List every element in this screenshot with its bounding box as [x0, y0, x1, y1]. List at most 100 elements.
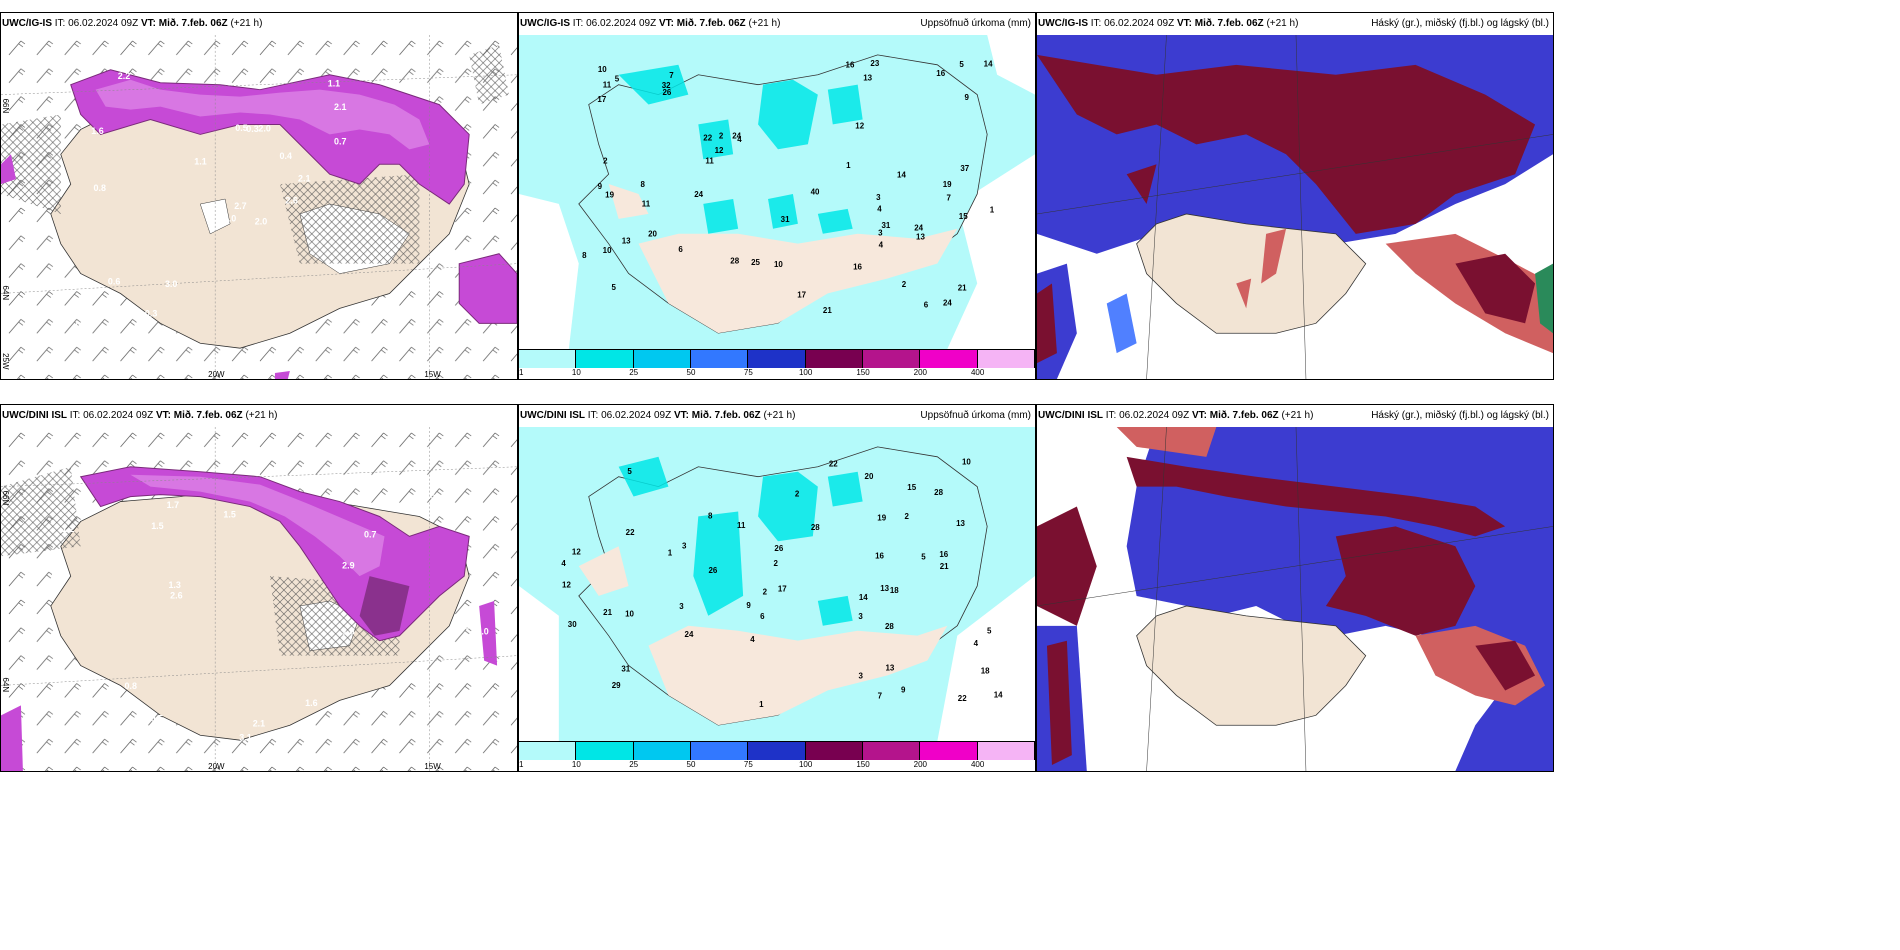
lat-label: 64N [1, 286, 10, 301]
value-label: 12 [855, 122, 864, 131]
value-label: 5 [987, 626, 992, 635]
value-label: 9 [598, 182, 603, 191]
value-label: 5 [921, 553, 926, 562]
value-label: 3 [679, 602, 684, 611]
legend-tick-label: 50 [686, 368, 696, 377]
value-label: 22 [703, 133, 712, 142]
value-label: 11 [705, 156, 714, 165]
model-name: UWC/DINI ISL [520, 410, 585, 421]
value-label: 12 [715, 146, 724, 155]
init-time: IT: 06.02.2024 09Z [54, 18, 139, 29]
legend-tick-label: 400 [970, 760, 985, 769]
value-label: 3 [682, 542, 687, 551]
legend-tick-label: 100 [798, 368, 813, 377]
value-label: 40 [811, 188, 820, 197]
value-label: 21 [823, 306, 832, 315]
value-label: 1 [846, 161, 851, 170]
valid-time: Mið. 7.feb. 06Z [1194, 18, 1264, 29]
value-label: 2.9 [342, 560, 354, 570]
legend-tick-label: 1 [519, 368, 524, 377]
value-label: 16 [936, 69, 945, 78]
snow-map: 2.0 1.6 2.7 2.3 2.1 3.0 1.1 2.0 2.1 2.6 2.2 1.7 0.8 0… [1, 35, 517, 379]
model-name: UWC/IG-IS [1038, 18, 1088, 29]
value-label: 13 [956, 519, 965, 528]
value-label: 5 [615, 74, 620, 83]
value-label: 0.5 [458, 111, 470, 121]
value-label: 24 [943, 298, 952, 307]
model-name: UWC/IG-IS [520, 18, 570, 29]
legend-swatch [862, 742, 921, 760]
value-label: 2.6 [170, 591, 182, 601]
legend-tick-label: 200 [913, 760, 928, 769]
valid-time-prefix: VT: [1191, 410, 1207, 421]
value-label: 1.5 [151, 521, 163, 531]
value-label: 14 [897, 171, 906, 180]
value-label: 1.1 [194, 156, 206, 166]
panel-header: UWC/IG-IS IT: 06.02.2024 09Z VT: Mið. 7.… [1, 13, 517, 35]
value-label: 0.6 [52, 569, 64, 579]
precip-legend: 1 10 25 50 75 100 150 200 400 [519, 349, 1035, 379]
valid-time-prefix: VT: [658, 18, 674, 29]
valid-time-prefix: VT: [673, 410, 689, 421]
product-title: Háský (gr.), miðský (fj.bl.) og lágský (… [1371, 18, 1549, 29]
legend-swatch [519, 742, 577, 760]
value-label: 4 [877, 204, 882, 213]
panel-ig-is-precip: UWC/IG-IS IT: 06.02.2024 09Z VT: Mið. 7.… [518, 12, 1036, 380]
value-label: 1.2 [62, 524, 74, 534]
value-label: 9 [746, 601, 751, 610]
lon-label: 15W [424, 370, 441, 379]
value-label: 11 [737, 521, 746, 530]
lead-time: (+21 h) [245, 410, 278, 421]
cloud-map [1037, 427, 1553, 771]
value-label: 1 [990, 205, 995, 214]
legend-swatch [805, 350, 863, 368]
value-label: 1.7 [451, 333, 463, 343]
value-label: 28 [885, 622, 894, 631]
value-label: 6 [678, 245, 683, 254]
value-label: 7 [878, 691, 883, 700]
value-label: 2 [774, 559, 779, 568]
legend-swatch [862, 350, 921, 368]
lead-time: (+21 h) [763, 410, 796, 421]
value-label: 16 [853, 262, 862, 271]
value-label: 14 [994, 691, 1003, 700]
precip-map: 4 7 5 7 4 2 10 13 22 21 17 9 11 21 28 37 31 40 24 20 14 16 11 1… [519, 35, 1035, 349]
legend-tick-label: 25 [629, 760, 639, 769]
value-label: 24 [685, 630, 694, 639]
value-label: 12 [572, 548, 581, 557]
legend-swatch [690, 350, 749, 368]
product-title: Háský (gr.), miðský (fj.bl.) og lágský (… [1371, 410, 1549, 421]
value-label: 10 [774, 260, 783, 269]
panel-header: UWC/DINI ISL IT: 06.02.2024 09Z VT: Mið.… [1, 405, 517, 427]
value-label: 13 [863, 74, 872, 83]
value-label: 11 [642, 199, 651, 208]
legend-tick-label: 400 [970, 368, 985, 377]
value-label: 7 [947, 194, 952, 203]
value-label: 6 [760, 612, 765, 621]
value-label: 9 [964, 93, 969, 102]
legend-swatch [633, 350, 691, 368]
value-label: 2.2 [118, 71, 130, 81]
legend-tick-label: 1 [519, 760, 524, 769]
value-label: 16 [875, 551, 884, 560]
value-label: 17 [597, 95, 606, 104]
value-label: 28 [730, 257, 739, 266]
value-label: 0.6 [108, 277, 120, 287]
value-label: 7 [669, 71, 674, 80]
product-title: Uppsöfnuð úrkoma (mm) [920, 18, 1031, 29]
value-label: 13 [622, 236, 631, 245]
value-label: 20 [648, 229, 657, 238]
value-label: 5 [959, 60, 964, 69]
value-label: 0.5 [151, 714, 163, 724]
valid-time-prefix: VT: [155, 410, 171, 421]
value-label: 2 [905, 512, 910, 521]
panel-header: UWC/DINI ISL IT: 06.02.2024 09Z VT: Mið.… [519, 405, 1035, 427]
value-label: 26 [662, 88, 671, 97]
legend-tick-label: 200 [913, 368, 928, 377]
model-name: UWC/IG-IS [2, 18, 52, 29]
value-label: 19 [605, 191, 614, 200]
legend-swatch [977, 350, 1035, 368]
valid-time: Mið. 7.feb. 06Z [676, 18, 746, 29]
value-label: 1.6 [91, 126, 103, 136]
legend-tick-label: 100 [798, 760, 813, 769]
